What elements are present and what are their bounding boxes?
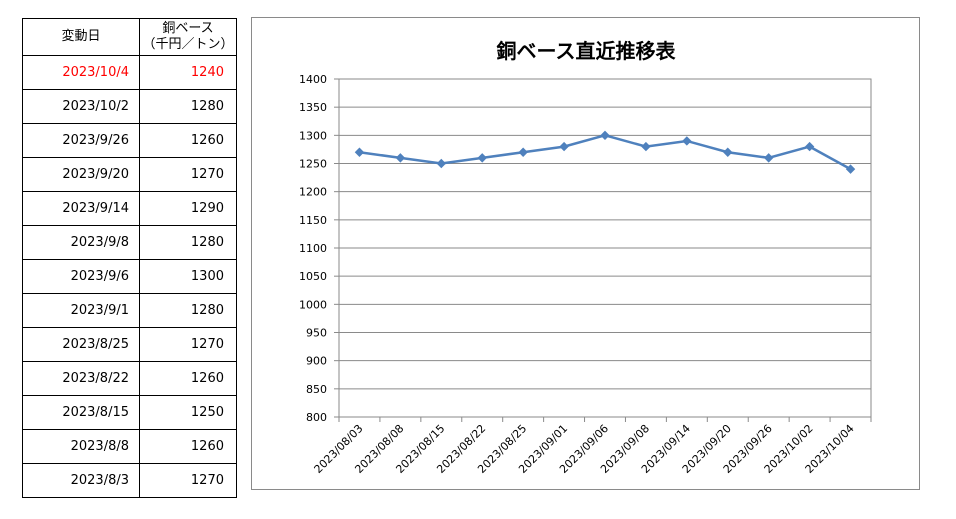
y-tick-label: 1200	[299, 186, 327, 199]
data-point	[641, 141, 651, 152]
y-tick-label: 1400	[299, 73, 327, 86]
header-price-line1: 銅ベース	[162, 21, 214, 36]
row-price: 1270	[139, 157, 237, 192]
row-price: 1250	[139, 395, 237, 430]
table-row: 2023/10/2 1280	[22, 89, 237, 124]
table-row: 2023/9/6 1300	[22, 259, 237, 294]
header-price-line2: （千円／トン）	[142, 37, 234, 52]
y-tick-label: 1000	[299, 298, 327, 311]
y-tick-label: 800	[306, 411, 327, 424]
data-point	[518, 147, 528, 157]
data-point	[477, 153, 487, 163]
table-row: 2023/8/25 1270	[22, 327, 237, 362]
row-price: 1270	[139, 463, 237, 498]
data-point	[763, 153, 774, 163]
table-row: 2023/8/15 1250	[22, 395, 237, 430]
row-date: 2023/8/22	[22, 361, 140, 396]
row-price: 1260	[139, 429, 237, 464]
row-date: 2023/9/1	[22, 293, 140, 328]
row-price: 1300	[139, 259, 237, 294]
data-point	[559, 141, 569, 152]
line-chart: 銅ベース直近推移表 800 850 900 950 1000 1050 1100 1150 120…	[299, 39, 872, 476]
data-point	[723, 147, 733, 157]
row-price: 1280	[139, 89, 237, 124]
data-point	[395, 153, 406, 163]
y-tick-label: 1100	[299, 242, 327, 255]
row-price: 1260	[139, 123, 237, 158]
row-date: 2023/8/25	[22, 327, 140, 362]
table-row: 2023/9/1 1280	[22, 293, 237, 328]
plot-area	[338, 78, 872, 418]
y-tick-label: 1050	[299, 270, 327, 283]
y-tick-label: 1150	[299, 214, 327, 227]
row-price: 1280	[139, 293, 237, 328]
table-row: 2023/8/8 1260	[22, 429, 237, 464]
table-row: 2023/8/22 1260	[22, 361, 237, 396]
row-date: 2023/10/2	[22, 89, 140, 124]
table-row: 2023/9/8 1280	[22, 225, 237, 260]
row-date: 2023/9/20	[22, 157, 140, 192]
row-price: 1240	[139, 55, 237, 90]
row-date: 2023/9/26	[22, 123, 140, 158]
header-date: 変動日	[22, 18, 140, 56]
row-price: 1280	[139, 225, 237, 260]
series-line	[359, 134, 852, 171]
row-date: 2023/9/6	[22, 259, 140, 294]
table-row: 2023/8/3 1270	[22, 463, 237, 498]
data-point	[845, 164, 856, 174]
header-price: 銅ベース （千円／トン）	[139, 18, 237, 56]
row-date: 2023/8/8	[22, 429, 140, 464]
chart-title: 銅ベース直近推移表	[497, 39, 677, 63]
table-row: 2023/9/20 1270	[22, 157, 237, 192]
row-date: 2023/8/15	[22, 395, 140, 430]
y-tick-label: 850	[306, 383, 327, 396]
table-row: 2023/9/26 1260	[22, 123, 237, 158]
data-point	[354, 147, 365, 157]
row-date: 2023/9/14	[22, 191, 140, 226]
row-date: 2023/8/3	[22, 463, 140, 498]
row-price: 1270	[139, 327, 237, 362]
y-tick-label: 900	[306, 355, 327, 368]
y-tick-label: 1300	[299, 129, 327, 142]
row-date: 2023/9/8	[22, 225, 140, 260]
table-header-row: 変動日 銅ベース （千円／トン）	[22, 18, 237, 56]
y-tick-label: 950	[306, 327, 327, 340]
price-table: 変動日 銅ベース （千円／トン） 2023/10/4 1240 2023/10/2 1…	[22, 18, 237, 498]
data-point	[600, 130, 610, 141]
row-date: 2023/10/4	[22, 55, 140, 90]
data-point	[682, 136, 692, 146]
y-tick-label: 1350	[299, 101, 327, 114]
table-row: 2023/9/14 1290	[22, 191, 237, 226]
data-point	[804, 141, 815, 152]
chart-area: 銅ベース直近推移表 800 850 900 950 1000 1050 1100 1150 120…	[251, 17, 920, 490]
row-price: 1260	[139, 361, 237, 396]
y-tick-label: 1250	[299, 158, 327, 171]
row-price: 1290	[139, 191, 237, 226]
data-point	[436, 158, 447, 169]
table-row: 2023/10/4 1240	[22, 55, 237, 90]
